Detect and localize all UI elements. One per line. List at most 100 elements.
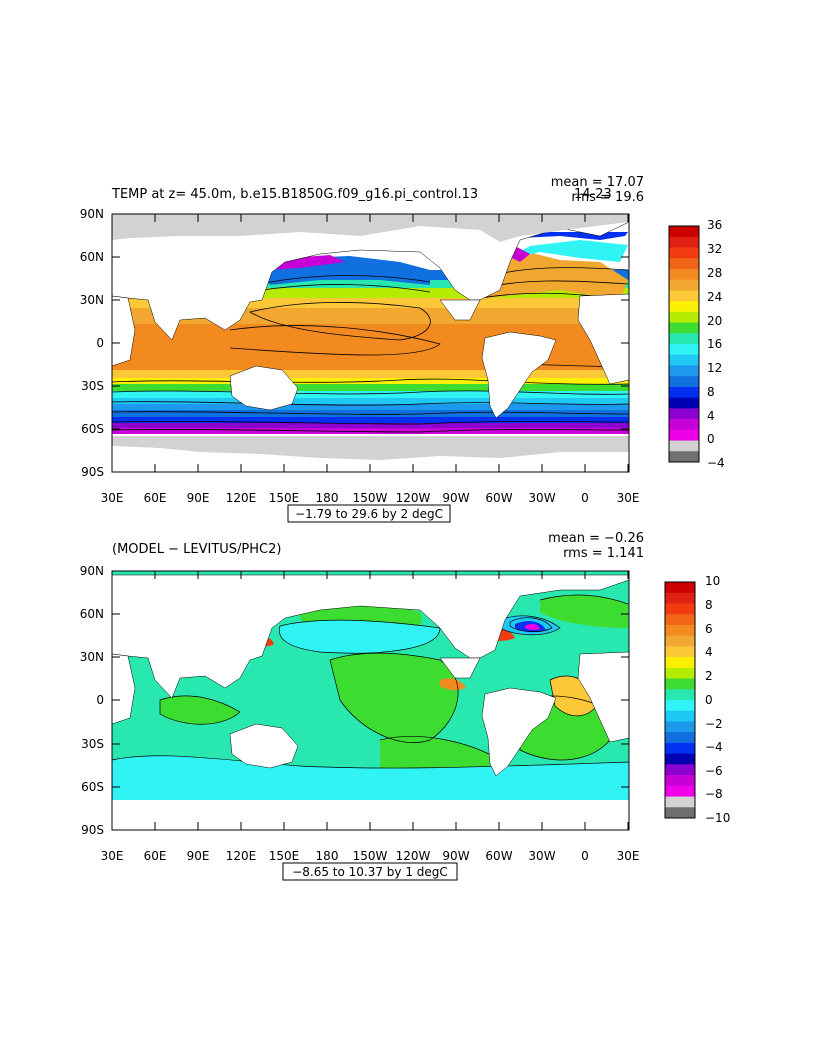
lat-label: 60N (80, 250, 104, 264)
panel-temperature: 90N 60N 30N 0 30S 60S 90S 30E 60E 90E 12… (80, 175, 725, 523)
colorbar-label: 0 (707, 432, 715, 446)
lon-label: 90W (442, 849, 469, 863)
panel-difference: 90N 60N 30N 0 30S 60S 90S 30E 60E 90E 12… (80, 531, 730, 881)
lat-label: 30N (80, 293, 104, 307)
colorbar-frame (668, 225, 700, 463)
colorbar-swatch (669, 311, 699, 323)
colorbar-temperature: 36 32 28 24 20 16 12 8 4 0 −4 (668, 218, 725, 470)
lon-label: 120E (226, 849, 257, 863)
colorbar-swatch (665, 732, 695, 744)
lon-label: 30E (617, 849, 640, 863)
lon-labels-top: 30E 60E 90E 120E 150E 180 150W 120W 90W … (101, 491, 640, 505)
lon-label: 150E (269, 491, 300, 505)
colorbar-swatch (665, 667, 695, 679)
lat-label: 60S (81, 422, 104, 436)
colorbar-swatch (665, 775, 695, 787)
lon-label: 180 (316, 491, 339, 505)
colorbar-label: −2 (705, 717, 723, 731)
colorbar-swatch (669, 226, 699, 238)
lon-label: 180 (316, 849, 339, 863)
colorbar-label: 28 (707, 266, 722, 280)
colorbar-frame (664, 581, 696, 819)
lon-label: 60W (485, 491, 512, 505)
colorbar-swatch (669, 440, 699, 452)
lon-labels-bottom: 30E 60E 90E 120E 150E 180 150W 120W 90W … (101, 849, 640, 863)
lon-label: 150W (353, 491, 388, 505)
lon-label: 0 (581, 849, 589, 863)
colorbar-label: 2 (705, 669, 713, 683)
colorbar-swatch (669, 419, 699, 431)
colorbar-difference: 10 8 6 4 2 0 −2 −4 −6 −8 −10 (664, 574, 730, 825)
colorbar-swatch (665, 646, 695, 658)
colorbar-label: 8 (705, 598, 713, 612)
lat-label: 30N (80, 650, 104, 664)
colorbar-swatch (665, 592, 695, 604)
colorbar-label: −4 (705, 740, 723, 754)
lat-tick-marks (111, 213, 629, 473)
lon-label: 60E (144, 849, 167, 863)
lon-label: 150E (269, 849, 300, 863)
contour-range: −1.79 to 29.6 by 2 degC (295, 507, 443, 521)
colorbar-label: 16 (707, 337, 722, 351)
colorbar-swatch (665, 689, 695, 701)
colorbar-swatch (665, 614, 695, 626)
lon-label: 120W (396, 491, 431, 505)
colorbar-swatch (669, 451, 699, 463)
colorbar-label: 36 (707, 218, 722, 232)
lat-tick-marks (111, 570, 629, 831)
colorbar-label: 4 (705, 645, 713, 659)
colorbar-swatch (665, 753, 695, 765)
lon-label: 30E (617, 491, 640, 505)
lon-label: 30E (101, 491, 124, 505)
panel-title: (MODEL − LEVITUS/PHC2) (112, 542, 281, 557)
colorbar-swatch (669, 268, 699, 280)
colorbar-swatch (665, 624, 695, 636)
colorbar-label: 12 (707, 361, 722, 375)
lon-label: 120W (396, 849, 431, 863)
lat-labels-top: 90N 60N 30N 0 30S 60S 90S (80, 207, 104, 479)
colorbar-swatch (669, 247, 699, 259)
colorbar-swatch (669, 344, 699, 356)
colorbar-swatch (669, 397, 699, 409)
panel-title-suffix: 14-23 (574, 187, 612, 202)
lon-label: 120E (226, 491, 257, 505)
lat-label: 30S (81, 737, 104, 751)
colorbar-label: −6 (705, 764, 723, 778)
mean-value: mean = 17.07 (551, 175, 644, 190)
colorbar-label: 4 (707, 409, 715, 423)
lon-label: 30E (101, 849, 124, 863)
panel-title: TEMP at z= 45.0m, b.e15.B1850G.f09_g16.p… (111, 187, 478, 202)
lat-label: 90S (81, 465, 104, 479)
colorbar-swatch (669, 333, 699, 345)
colorbar-label: −8 (705, 787, 723, 801)
rms-value: rms = 1.141 (563, 546, 644, 561)
colorbar-swatch (665, 742, 695, 754)
lat-label: 60N (80, 607, 104, 621)
temperature-map (112, 214, 629, 472)
lon-label: 30W (528, 849, 555, 863)
lon-label: 60E (144, 491, 167, 505)
lon-label: 150W (353, 849, 388, 863)
lon-label: 90E (187, 849, 210, 863)
colorbar-label: 10 (705, 574, 720, 588)
colorbar-label: −4 (707, 456, 725, 470)
lat-label: 90N (80, 207, 104, 221)
colorbar-label: 24 (707, 290, 722, 304)
lon-label: 90W (442, 491, 469, 505)
colorbar-label: 6 (705, 622, 713, 636)
colorbar-label: 0 (705, 693, 713, 707)
lon-label: 30W (528, 491, 555, 505)
difference-map (112, 571, 629, 830)
colorbar-swatch (665, 785, 695, 797)
lat-label: 0 (96, 336, 104, 350)
contour-range: −8.65 to 10.37 by 1 degC (292, 865, 448, 879)
colorbar-swatch (669, 408, 699, 420)
colorbar-swatch (665, 710, 695, 722)
colorbar-swatch (669, 365, 699, 377)
colorbar-swatch (665, 678, 695, 690)
lon-label: 90E (187, 491, 210, 505)
contour-range-box (282, 862, 458, 881)
lon-label: 0 (581, 491, 589, 505)
colorbar-swatch (665, 764, 695, 776)
